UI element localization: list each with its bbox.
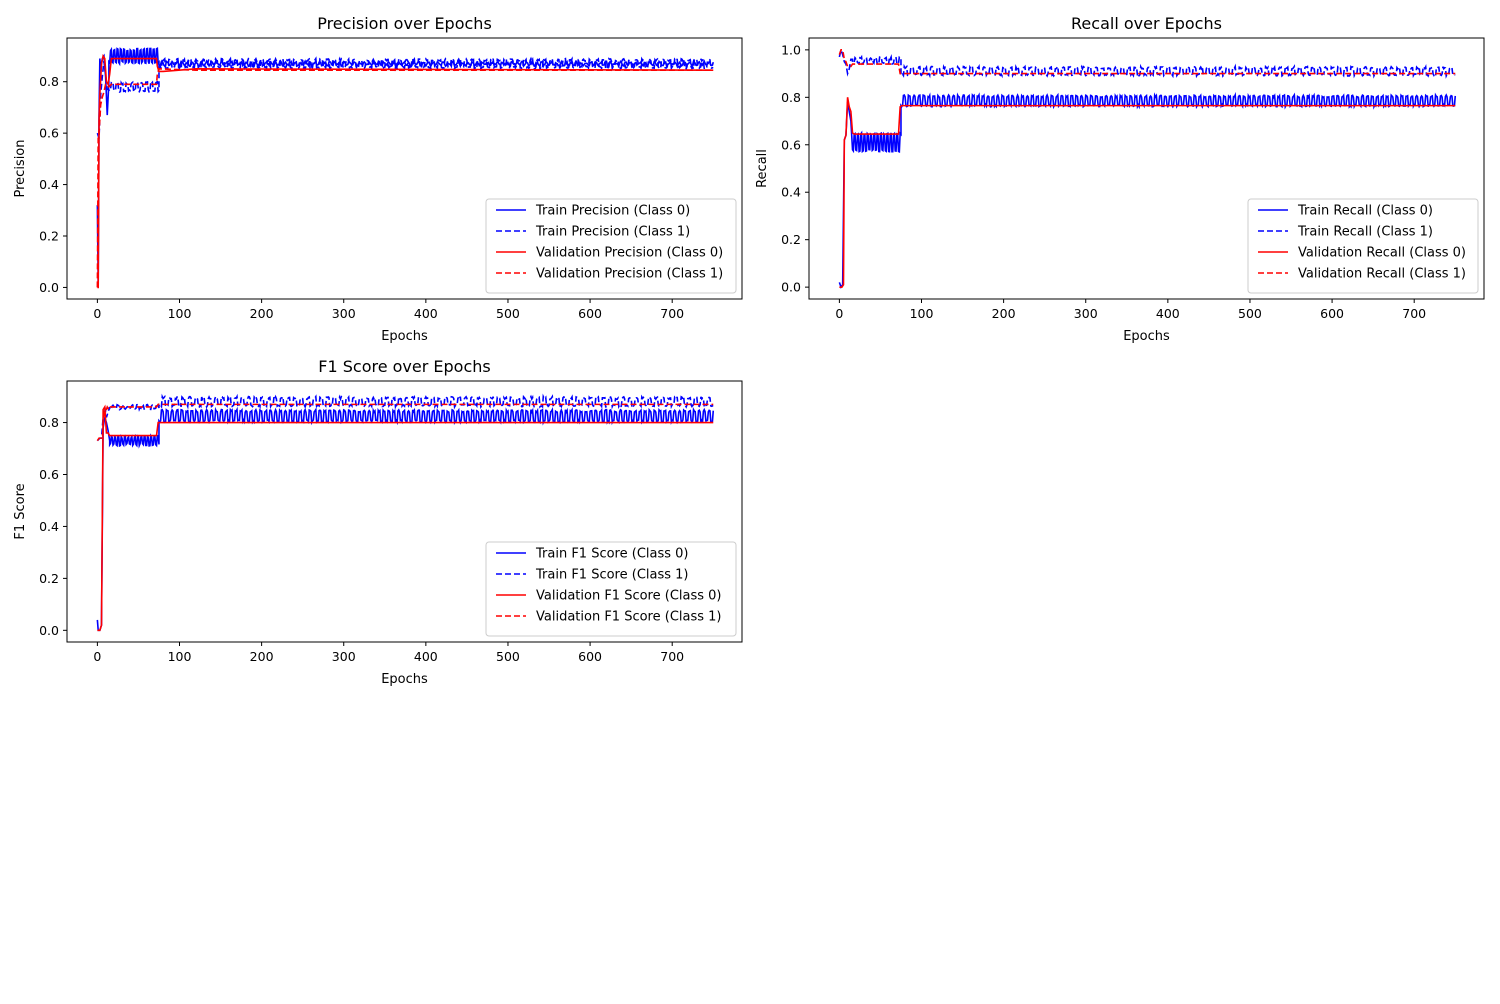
y-tick-label: 0.6 — [39, 467, 59, 482]
x-tick-label: 400 — [1156, 306, 1180, 321]
chart-panel-2: 0 100 200 300 400 500 600 700 0.0 0.2 0.4 0.6 0.8 F1 … — [13, 357, 743, 687]
chart-panel-0: 0 100 200 300 400 500 600 700 0.0 0.2 0.4 0.6 0.8 Pre… — [13, 14, 743, 344]
axes-frame — [66, 380, 743, 643]
y-tick-label: 0.6 — [781, 137, 801, 152]
chart-title: Precision over Epochs — [317, 14, 492, 33]
legend-entry: Train F1 Score (Class 0) — [535, 547, 689, 562]
series-line-2-3 — [96, 403, 714, 442]
legend-entry: Validation F1 Score (Class 0) — [536, 589, 722, 604]
y-tick-label: 1.0 — [781, 42, 801, 57]
x-tick-label: 300 — [332, 306, 356, 321]
x-tick-label: 400 — [414, 649, 438, 664]
x-tick-label: 100 — [168, 649, 192, 664]
legend-entry: Validation Recall (Class 0) — [1298, 246, 1466, 261]
x-tick-label: 700 — [660, 306, 684, 321]
legend-box — [485, 541, 737, 637]
legend-entry: Train F1 Score (Class 1) — [535, 568, 689, 583]
legend-entry: Train Precision (Class 0) — [535, 204, 690, 219]
x-tick-label: 700 — [660, 649, 684, 664]
x-tick-label: 300 — [1074, 306, 1098, 321]
chart-title: Recall over Epochs — [1071, 14, 1222, 33]
y-axis-label: Recall — [755, 149, 770, 188]
x-tick-label: 400 — [414, 306, 438, 321]
x-tick-label: 700 — [1402, 306, 1426, 321]
y-tick-label: 0.6 — [39, 126, 59, 141]
y-axis-label: Precision — [13, 139, 28, 197]
series-line-1-3 — [838, 49, 1456, 75]
x-tick-label: 600 — [1320, 306, 1344, 321]
x-tick-label: 100 — [910, 306, 934, 321]
x-tick-label: 200 — [250, 306, 274, 321]
x-tick-label: 0 — [835, 306, 843, 321]
legend-box — [485, 198, 737, 294]
x-tick-label: 300 — [332, 649, 356, 664]
y-tick-label: 0.0 — [39, 623, 59, 638]
x-tick-label: 0 — [93, 306, 101, 321]
y-tick-label: 0.8 — [781, 90, 801, 105]
legend-entry: Validation Precision (Class 0) — [536, 246, 723, 261]
x-tick-label: 600 — [578, 649, 602, 664]
x-tick-label: 500 — [496, 649, 520, 664]
chart-panel-1: 0 100 200 300 400 500 600 700 0.0 0.2 0.4 0.6 0.8 1.0… — [755, 14, 1485, 344]
x-tick-label: 500 — [496, 306, 520, 321]
x-axis-label: Epochs — [381, 329, 428, 344]
x-axis-label: Epochs — [381, 672, 428, 687]
y-tick-label: 0.8 — [39, 415, 59, 430]
y-tick-label: 0.2 — [39, 229, 59, 244]
x-tick-label: 100 — [168, 306, 192, 321]
series-line-0-3 — [96, 68, 714, 288]
series-line-1-2 — [839, 97, 1456, 288]
y-tick-label: 0.8 — [39, 74, 59, 89]
y-tick-label: 0.2 — [39, 571, 59, 586]
legend-entry: Validation Recall (Class 1) — [1298, 267, 1466, 282]
legend: Train Precision (Class 0) Train Precision… — [485, 198, 737, 294]
y-tick-label: 0.0 — [781, 280, 801, 295]
axes-frame — [808, 37, 1485, 300]
y-tick-label: 0.4 — [39, 519, 59, 534]
legend-box — [1247, 198, 1479, 294]
x-tick-label: 0 — [93, 649, 101, 664]
y-tick-label: 0.4 — [781, 185, 801, 200]
legend-entry: Validation F1 Score (Class 1) — [536, 610, 722, 625]
y-tick-label: 0.2 — [781, 232, 801, 247]
x-tick-label: 600 — [578, 306, 602, 321]
y-tick-label: 0.4 — [39, 177, 59, 192]
x-tick-label: 200 — [992, 306, 1016, 321]
legend-entry: Train Recall (Class 0) — [1297, 204, 1433, 219]
legend: Train F1 Score (Class 0) Train F1 Score (… — [485, 541, 737, 637]
y-tick-label: 0.0 — [39, 280, 59, 295]
axes-frame — [66, 37, 743, 300]
y-axis-label: F1 Score — [13, 483, 28, 539]
legend-entry: Train Precision (Class 1) — [535, 225, 690, 240]
legend: Train Recall (Class 0) Train Recall (Clas… — [1247, 198, 1479, 294]
x-axis-label: Epochs — [1123, 329, 1170, 344]
series-line-2-1 — [96, 393, 714, 442]
x-tick-label: 500 — [1238, 306, 1262, 321]
x-tick-label: 200 — [250, 649, 274, 664]
legend-entry: Validation Precision (Class 1) — [536, 267, 723, 282]
series-line-2-2 — [97, 404, 714, 632]
series-line-0-1 — [96, 55, 714, 139]
chart-title: F1 Score over Epochs — [318, 357, 490, 376]
legend-entry: Train Recall (Class 1) — [1297, 225, 1433, 240]
series-line-0-2 — [97, 53, 714, 289]
